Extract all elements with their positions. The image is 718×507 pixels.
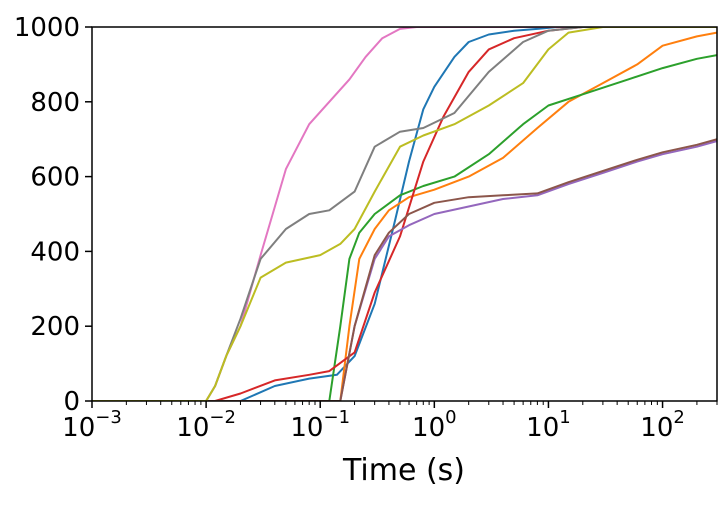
x-tick-label: 10−3: [62, 407, 122, 443]
x-axis-label: Time (s): [342, 453, 465, 488]
x-tick-label: 10−1: [290, 407, 350, 443]
series-line-9: [92, 27, 717, 401]
series-line-7: [92, 27, 717, 401]
series-line-2: [92, 31, 717, 401]
x-tick-label: 101: [526, 407, 571, 443]
series-line-1: [92, 27, 717, 401]
y-tick-label: 200: [30, 312, 80, 342]
series-line-3: [92, 54, 717, 401]
series-line-6: [92, 138, 717, 401]
x-axis-ticks: 10−3 10−2 10−1 100 101 102: [62, 401, 718, 443]
y-tick-label: 600: [30, 163, 80, 193]
series-line-8: [92, 27, 717, 401]
y-tick-label: 400: [30, 237, 80, 267]
y-tick-label: 1000: [14, 13, 80, 43]
series-line-4: [92, 27, 717, 401]
x-tick-label: 102: [640, 407, 685, 443]
y-axis-ticks: 0 200 400 600 800 1000: [14, 13, 92, 417]
y-tick-label: 0: [63, 387, 80, 417]
series-lines: [92, 27, 717, 401]
x-tick-label: 100: [412, 407, 457, 443]
y-tick-label: 800: [30, 88, 80, 118]
x-tick-label: 10−2: [176, 407, 236, 443]
plot-frame: [91, 26, 718, 402]
